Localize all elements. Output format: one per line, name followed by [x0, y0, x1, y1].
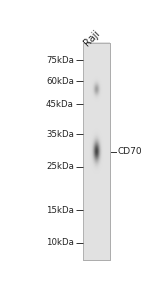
- Bar: [83, 43, 109, 260]
- Text: 75kDa: 75kDa: [46, 56, 74, 65]
- Text: 25kDa: 25kDa: [46, 162, 74, 171]
- Text: 35kDa: 35kDa: [46, 130, 74, 139]
- Text: CD70: CD70: [117, 147, 142, 156]
- Text: 10kDa: 10kDa: [46, 238, 74, 247]
- Bar: [83, 43, 109, 260]
- Text: 15kDa: 15kDa: [46, 206, 74, 215]
- Text: 45kDa: 45kDa: [46, 100, 74, 109]
- Text: 60kDa: 60kDa: [46, 76, 74, 85]
- Text: Raji: Raji: [82, 28, 102, 48]
